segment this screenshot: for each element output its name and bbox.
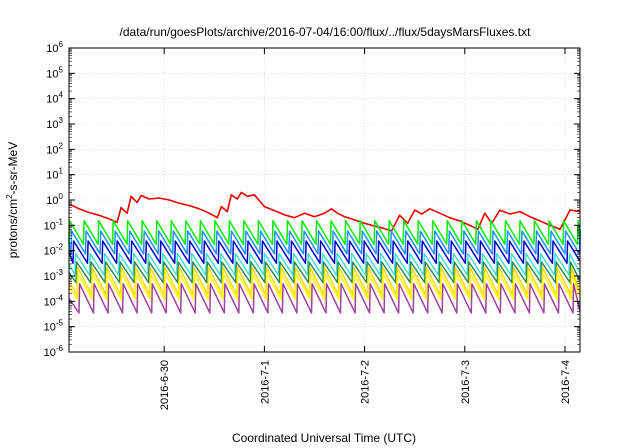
y-tick-base: 10	[44, 296, 56, 308]
y-tick-base: 10	[44, 246, 56, 258]
y-tick-exp: -4	[56, 293, 64, 302]
y-tick-label: 104	[46, 91, 63, 106]
series-line-8	[68, 283, 581, 314]
y-tick-exp: 5	[59, 65, 64, 74]
x-tick-label: 2016-7-4	[560, 360, 572, 404]
y-tick-label: 10-5	[44, 319, 64, 334]
y-tick-base: 10	[44, 220, 56, 232]
y-tick-exp: 4	[59, 91, 64, 100]
y-tick-base: 10	[46, 68, 58, 80]
y-tick-base: 10	[44, 271, 56, 283]
y-tick-exp: -6	[56, 344, 64, 353]
y-tick-label: 105	[46, 65, 63, 80]
y-tick-exp: -5	[56, 319, 64, 328]
y-tick-label: 10-3	[44, 268, 64, 283]
y-tick-exp: 0	[59, 192, 64, 201]
x-tick-label: 2016-7-1	[259, 360, 271, 404]
y-tick-base: 10	[46, 94, 58, 106]
y-tick-label: 103	[46, 116, 63, 131]
y-axis-title: protons/cm2-s-sr-MeV	[5, 142, 20, 258]
y-tick-exp: -3	[56, 268, 64, 277]
y-tick-base: 10	[46, 43, 58, 55]
y-tick-label: 106	[46, 40, 63, 55]
y-tick-base: 10	[44, 347, 56, 359]
y-tick-label: 10-4	[44, 293, 64, 308]
series-line-7	[68, 273, 581, 301]
y-axis-title-base: protons/cm	[6, 199, 20, 258]
y-axis: 10-610-510-410-310-210-11001011021031041…	[44, 40, 580, 359]
grid-lines	[69, 48, 580, 352]
y-tick-base: 10	[46, 144, 58, 156]
series-line-5	[68, 261, 581, 284]
x-tick-label: 2016-7-3	[460, 360, 472, 404]
series-line-4	[68, 252, 581, 276]
y-tick-label: 10-1	[44, 217, 64, 232]
series-line-2	[68, 230, 581, 255]
series-line-1	[68, 219, 581, 245]
y-tick-exp: -1	[56, 217, 64, 226]
y-tick-exp: -2	[56, 243, 64, 252]
y-tick-label: 10-6	[44, 344, 64, 359]
series-layer	[68, 191, 581, 314]
y-tick-base: 10	[46, 170, 58, 182]
y-tick-base: 10	[44, 322, 56, 334]
chart-title: /data/run/goesPlots/archive/2016-07-04/1…	[120, 25, 532, 39]
y-axis-title-sup: 2	[5, 194, 14, 199]
y-axis-title-rest: -s-sr-MeV	[6, 142, 20, 195]
series-line-0	[68, 191, 581, 232]
y-tick-label: 100	[46, 192, 63, 207]
y-tick-base: 10	[46, 195, 58, 207]
x-tick-label: 2016-6-30	[159, 360, 171, 410]
y-tick-exp: 1	[59, 167, 64, 176]
series-line-3	[68, 240, 581, 264]
y-tick-label: 102	[46, 141, 63, 156]
y-tick-exp: 3	[59, 116, 64, 125]
y-tick-base: 10	[46, 119, 58, 131]
x-axis: 2016-6-30 2016-7-1 2016-7-2 2016-7-3 2016-7-…	[159, 48, 572, 410]
x-tick-label: 2016-7-2	[360, 360, 372, 404]
y-tick-exp: 2	[59, 141, 64, 150]
x-axis-title: Coordinated Universal Time (UTC)	[232, 431, 416, 445]
y-tick-exp: 6	[59, 40, 64, 49]
y-tick-label: 10-2	[44, 243, 64, 258]
y-tick-label: 101	[46, 167, 63, 182]
